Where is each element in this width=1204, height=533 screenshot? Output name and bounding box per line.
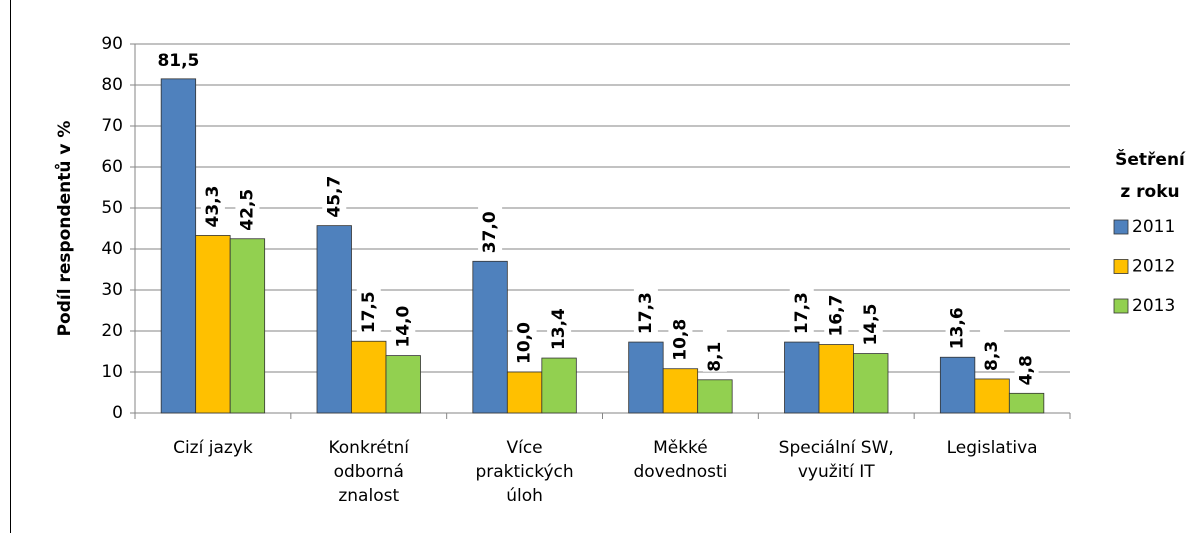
label-bg <box>155 48 202 73</box>
y-tick-label: 50 <box>101 198 123 218</box>
bar <box>853 353 889 414</box>
label-bg <box>668 314 693 361</box>
data-label: 10,8 <box>670 319 690 361</box>
data-label: 17,5 <box>359 291 379 333</box>
y-tick-label: 60 <box>101 157 123 177</box>
label-bg <box>1014 339 1039 386</box>
bar <box>316 225 352 414</box>
bar <box>472 260 508 414</box>
x-tick-label: praktických <box>475 462 573 482</box>
data-label: 13,4 <box>549 308 569 350</box>
y-tick-label: 90 <box>101 34 123 54</box>
legend-label: 2013 <box>1132 296 1175 316</box>
legend-swatch <box>1113 298 1129 314</box>
y-tick-label: 40 <box>101 239 123 259</box>
bar <box>974 378 1010 414</box>
bar <box>506 371 543 414</box>
y-tick-label: 0 <box>112 403 123 423</box>
label-bg <box>478 207 503 254</box>
bar <box>939 356 976 414</box>
label-bg <box>789 288 814 335</box>
label-bg <box>858 299 883 346</box>
x-tick-label: Legislativa <box>947 438 1038 458</box>
label-bg <box>945 303 970 350</box>
y-tick-label: 30 <box>101 280 123 300</box>
data-label: 81,5 <box>157 51 199 71</box>
bar <box>541 357 577 414</box>
data-label: 42,5 <box>237 189 257 231</box>
y-tick-label: 70 <box>101 116 123 136</box>
x-tick-label: Speciální SW, <box>779 438 894 458</box>
bar <box>1008 392 1045 414</box>
x-tick-label: využití IT <box>798 462 875 482</box>
x-tick-label: Konkrétní <box>328 438 410 458</box>
label-bg <box>633 288 658 335</box>
bar <box>662 368 699 414</box>
data-label: 8,1 <box>705 342 725 372</box>
data-label: 16,7 <box>826 295 846 337</box>
label-bg <box>391 301 416 348</box>
bar <box>784 341 820 414</box>
y-axis-label: Podíl respondentů v % <box>53 121 75 337</box>
data-label: 43,3 <box>203 186 223 228</box>
x-tick-label: Měkké <box>653 438 708 458</box>
bar <box>628 341 664 414</box>
legend-label: 2012 <box>1132 257 1175 277</box>
label-bg <box>235 184 260 231</box>
label-bg <box>547 304 572 351</box>
data-label: 17,3 <box>636 292 656 334</box>
bar <box>385 355 421 414</box>
legend-label: 2011 <box>1132 217 1175 237</box>
y-tick-label: 20 <box>101 321 123 341</box>
label-bg <box>512 318 537 364</box>
x-tick-label: znalost <box>338 486 399 506</box>
x-tick-label: odborná <box>334 462 404 482</box>
label-bg <box>200 181 225 228</box>
data-label: 8,3 <box>982 341 1002 371</box>
bar <box>195 235 231 414</box>
label-bg <box>356 287 381 334</box>
data-label: 45,7 <box>324 176 344 218</box>
bar <box>818 344 854 414</box>
label-bg <box>702 325 727 372</box>
data-label: 10,0 <box>515 322 535 364</box>
y-tick-label: 80 <box>101 75 123 95</box>
bar <box>697 379 733 414</box>
x-tick-label: úloh <box>506 486 543 506</box>
bar <box>160 78 197 414</box>
data-label: 14,0 <box>393 305 413 347</box>
bar <box>229 238 266 414</box>
label-bg <box>824 290 849 337</box>
legend-title: z roku <box>1120 182 1179 202</box>
data-label: 37,0 <box>480 211 500 253</box>
x-tick-label: Cizí jazyk <box>173 438 253 458</box>
legend-title: Šetření <box>1115 148 1186 170</box>
label-bg <box>322 171 347 218</box>
bar <box>351 340 387 414</box>
data-label: 14,5 <box>861 304 881 346</box>
data-label: 4,8 <box>1017 355 1037 385</box>
x-tick-label: dovednosti <box>633 462 727 482</box>
x-tick-label: Více <box>506 438 542 458</box>
legend-swatch <box>1113 219 1129 235</box>
data-label: 13,6 <box>948 307 968 349</box>
legend-swatch <box>1113 259 1129 274</box>
y-tick-label: 10 <box>101 362 123 382</box>
label-bg <box>980 324 1005 371</box>
data-label: 17,3 <box>792 292 812 334</box>
